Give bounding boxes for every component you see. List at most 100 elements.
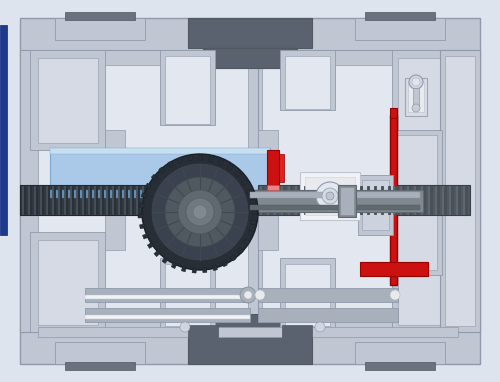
- Bar: [456, 186, 460, 214]
- Bar: [365, 12, 435, 20]
- Bar: [105, 200, 125, 250]
- Bar: [395, 135, 437, 270]
- Bar: [339, 186, 341, 214]
- Circle shape: [152, 164, 248, 260]
- Bar: [305, 177, 355, 215]
- Bar: [227, 165, 233, 171]
- Bar: [302, 186, 306, 214]
- Bar: [340, 187, 354, 215]
- Bar: [392, 232, 460, 332]
- Bar: [398, 58, 453, 143]
- Bar: [130, 186, 133, 214]
- Bar: [38, 58, 98, 143]
- Bar: [165, 56, 210, 124]
- Circle shape: [316, 182, 344, 210]
- Bar: [276, 186, 278, 214]
- Bar: [390, 130, 442, 275]
- Bar: [188, 155, 192, 160]
- Bar: [409, 186, 411, 214]
- Bar: [138, 214, 143, 218]
- Bar: [159, 167, 165, 173]
- Bar: [208, 156, 214, 162]
- Bar: [435, 186, 439, 214]
- Bar: [325, 186, 327, 214]
- Bar: [267, 150, 279, 188]
- Bar: [100, 186, 103, 214]
- Bar: [367, 186, 369, 214]
- Bar: [288, 186, 292, 214]
- Bar: [300, 172, 360, 220]
- Bar: [151, 174, 158, 181]
- Bar: [242, 180, 248, 186]
- Bar: [88, 186, 91, 214]
- Bar: [20, 50, 260, 332]
- Bar: [353, 186, 355, 214]
- Bar: [282, 325, 312, 337]
- Bar: [290, 186, 292, 214]
- Bar: [393, 186, 397, 214]
- Bar: [269, 186, 271, 214]
- Bar: [148, 243, 154, 248]
- Bar: [160, 50, 215, 125]
- Bar: [154, 186, 157, 214]
- Bar: [34, 186, 37, 214]
- Bar: [252, 210, 256, 214]
- Circle shape: [412, 104, 420, 112]
- Bar: [416, 186, 418, 214]
- Bar: [65, 362, 135, 370]
- Bar: [360, 262, 428, 276]
- Bar: [258, 130, 278, 182]
- Bar: [160, 186, 163, 214]
- Bar: [408, 82, 424, 112]
- Bar: [440, 50, 480, 332]
- Bar: [105, 130, 125, 182]
- Bar: [140, 224, 145, 229]
- Bar: [244, 239, 250, 245]
- Bar: [148, 186, 151, 214]
- Bar: [423, 186, 425, 214]
- Bar: [178, 157, 182, 163]
- Bar: [332, 186, 334, 214]
- Circle shape: [240, 287, 256, 303]
- Bar: [118, 186, 121, 214]
- Bar: [50, 148, 270, 198]
- Bar: [358, 175, 393, 235]
- Bar: [323, 186, 327, 214]
- Bar: [82, 186, 85, 214]
- Bar: [451, 186, 453, 214]
- Bar: [398, 240, 453, 325]
- Bar: [160, 258, 215, 332]
- Bar: [258, 50, 480, 332]
- Bar: [407, 186, 411, 214]
- Bar: [65, 12, 135, 20]
- Bar: [463, 186, 467, 214]
- Bar: [344, 186, 348, 214]
- Bar: [402, 186, 404, 214]
- Bar: [238, 248, 244, 254]
- Bar: [142, 186, 145, 214]
- Bar: [262, 65, 472, 317]
- Bar: [262, 186, 264, 214]
- Bar: [365, 186, 369, 214]
- Bar: [154, 250, 160, 257]
- Bar: [274, 186, 278, 214]
- Bar: [372, 186, 376, 214]
- Bar: [437, 186, 439, 214]
- Bar: [449, 186, 453, 214]
- Bar: [22, 186, 25, 214]
- Bar: [38, 65, 248, 317]
- Bar: [136, 186, 139, 214]
- Bar: [280, 50, 335, 110]
- Bar: [203, 48, 297, 68]
- Bar: [50, 148, 270, 154]
- Bar: [28, 186, 31, 214]
- Bar: [267, 186, 271, 214]
- Bar: [428, 186, 432, 214]
- Bar: [182, 266, 186, 272]
- Bar: [198, 155, 203, 160]
- Bar: [362, 180, 389, 230]
- Bar: [381, 186, 383, 214]
- Bar: [304, 186, 306, 214]
- Bar: [40, 186, 43, 214]
- Bar: [218, 159, 224, 166]
